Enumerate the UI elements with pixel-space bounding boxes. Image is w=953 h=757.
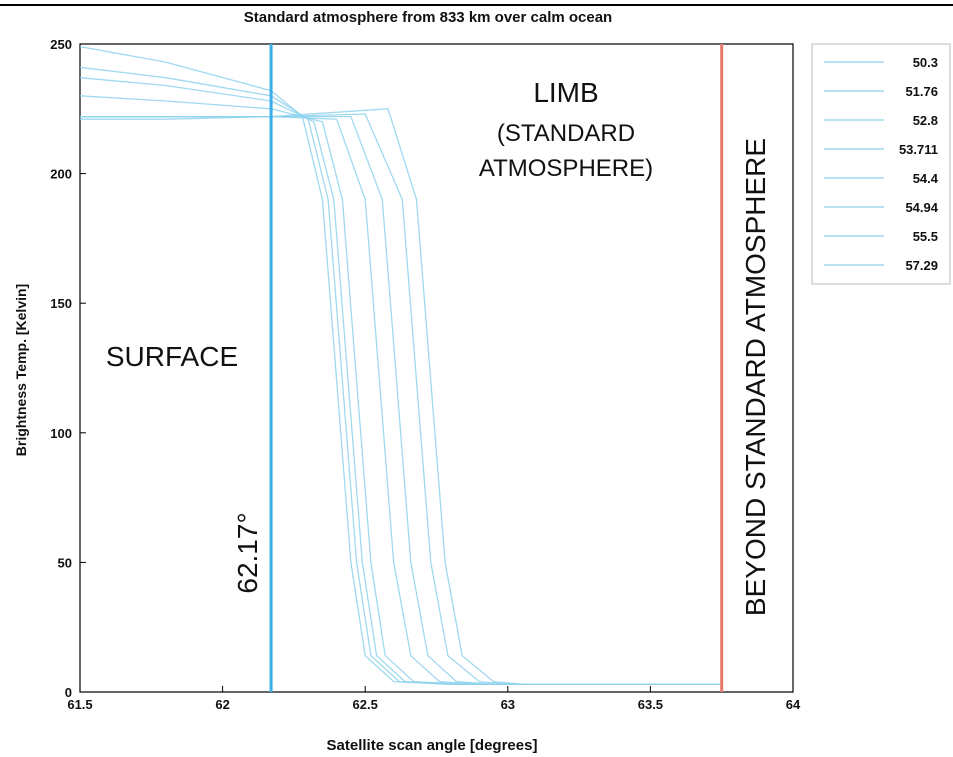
y-tick-label: 200	[50, 167, 72, 182]
legend-label: 54.94	[905, 200, 938, 215]
x-tick-label: 61.5	[67, 697, 92, 712]
legend-label: 54.4	[913, 171, 939, 186]
y-tick-label: 250	[50, 37, 72, 52]
y-tick-label: 100	[50, 426, 72, 441]
x-tick-label: 62.5	[353, 697, 378, 712]
x-tick-label: 63.5	[638, 697, 663, 712]
x-tick-label: 64	[786, 697, 801, 712]
y-axis-label: Brightness Temp. [Kelvin]	[13, 284, 29, 456]
series-line-53.711	[79, 95, 722, 685]
legend-label: 53.711	[899, 142, 938, 157]
y-tick-label: 50	[58, 555, 72, 570]
beyond-annotation: BEYOND STANDARD ATMOSPHERE	[740, 138, 771, 616]
series-line-54.4	[80, 115, 722, 685]
plot-area	[79, 43, 794, 693]
y-axis: 0 50 100 150 200 250	[50, 37, 86, 700]
y-tick-label: 0	[65, 685, 72, 700]
legend-box	[811, 43, 951, 285]
legend-label: 52.8	[913, 113, 938, 128]
x-axis: 61.5 62 62.5 63 63.5 64	[67, 686, 801, 712]
angle-annotation: 62.17°	[232, 512, 263, 593]
vline-layer	[269, 44, 724, 692]
x-axis-label: Satellite scan angle [degrees]	[327, 737, 538, 754]
x-tick-label: 62	[215, 697, 229, 712]
limb-annotation-2: (STANDARD	[497, 120, 635, 147]
legend-label: 51.76	[905, 84, 938, 99]
legend-label: 57.29	[905, 258, 938, 273]
x-tick-label: 63	[501, 697, 515, 712]
series-line-57.29	[80, 108, 722, 685]
chart-title: Standard atmosphere from 833 km over cal…	[244, 9, 612, 26]
legend-label: 50.3	[913, 55, 938, 70]
legend: 50.3 51.76 52.8 53.711 54.4 54.94 55.5 57.29	[824, 55, 939, 273]
y-tick-label: 150	[50, 296, 72, 311]
surface-annotation: SURFACE	[106, 341, 238, 372]
series-layer	[79, 45, 722, 685]
limb-annotation: LIMB	[533, 77, 598, 108]
legend-label: 55.5	[913, 229, 938, 244]
limb-annotation-3: ATMOSPHERE)	[479, 155, 653, 182]
